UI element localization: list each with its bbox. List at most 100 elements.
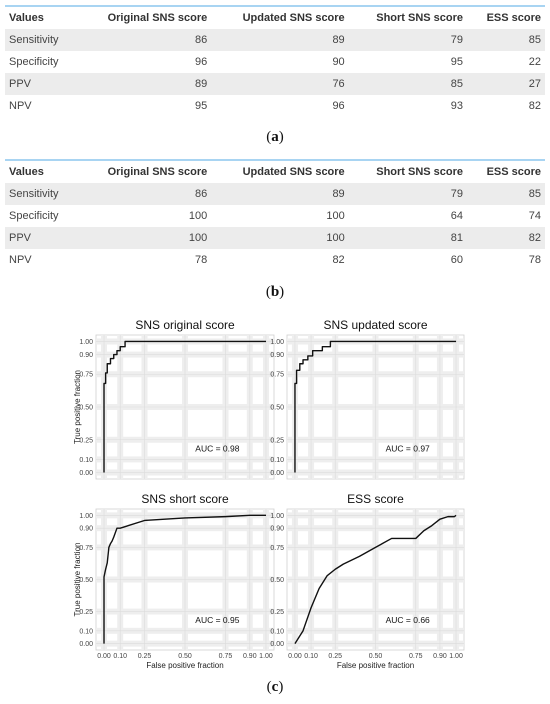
roc-curve [103, 514, 266, 644]
y-tick-label: 0.75 [270, 372, 284, 379]
table-cell: 100 [326, 232, 345, 244]
column-header: ESS score [486, 166, 541, 178]
table-cell: 79 [450, 34, 464, 46]
auc-annotation: AUC = 0.95 [195, 615, 239, 625]
table-cell: 95 [194, 100, 208, 112]
column-header: Short SNS score [376, 12, 464, 24]
y-tick-label: 0.50 [270, 577, 284, 584]
y-tick-label: 0.10 [270, 628, 284, 635]
x-tick-label: 0.50 [178, 653, 192, 660]
table-cell: 60 [450, 254, 464, 266]
caption-a: (a) [266, 129, 284, 145]
caption-c: (c) [266, 679, 284, 695]
column-header: Updated SNS score [242, 166, 345, 178]
x-tick-label: 0.25 [138, 653, 152, 660]
table-body: Sensitivity 86 89 79 85 Specificity 100 100 64 74… [5, 183, 545, 271]
y-tick-label: 0.90 [270, 526, 284, 533]
table-cell: 89 [194, 78, 208, 90]
table-cell: 96 [194, 56, 208, 68]
column-header: Original SNS score [107, 12, 208, 24]
table-row: Specificity 96 90 95 22 [5, 51, 545, 73]
y-tick-label: 0.50 [79, 405, 93, 412]
y-tick-label: 0.75 [79, 372, 93, 379]
y-tick-label: 0.10 [79, 457, 93, 464]
row-label: Specificity [9, 210, 59, 222]
row-label: NPV [9, 254, 32, 266]
table-cell: 86 [194, 34, 208, 46]
x-tick-label: 0.00 [288, 653, 302, 660]
table-cell: 85 [528, 188, 541, 200]
table-cell: 93 [450, 100, 464, 112]
caption-c-letter: c [271, 679, 279, 695]
y-tick-label: 0.75 [79, 545, 93, 552]
table-cell: 86 [194, 188, 208, 200]
roc-curve [294, 514, 457, 645]
panel-title: ESS score [347, 492, 404, 506]
panel-title: SNS short score [141, 492, 229, 506]
table-cell: 85 [450, 78, 464, 90]
y-tick-label: 0.50 [270, 405, 284, 412]
table-row: PPV 100 100 81 82 [5, 227, 545, 249]
x-tick-label: 0.75 [219, 653, 233, 660]
table-cell: 100 [188, 210, 208, 222]
roc-curve [294, 340, 457, 473]
x-tick-label: 0.90 [433, 653, 447, 660]
roc-panel: SNS original score 0.00 0.10 0.25 0.50 0.75 0.… [73, 318, 275, 480]
y-axis-label: True positive fraction [73, 370, 82, 444]
caption-b: (b) [265, 284, 285, 300]
table-row: PPV 89 76 85 27 [5, 73, 545, 95]
x-tick-label: 0.90 [243, 653, 257, 660]
column-header: Short SNS score [376, 166, 464, 178]
x-tick-label: 1.00 [449, 653, 463, 660]
table-cell: 22 [528, 56, 541, 68]
y-tick-label: 1.00 [79, 339, 93, 346]
caption-a-letter: a [271, 129, 279, 145]
table-cell: 27 [528, 78, 541, 90]
roc-panel: SNS short score0.000.100.250.500.750.901… [73, 492, 275, 670]
table-row: NPV 78 82 60 78 [5, 249, 545, 271]
y-tick-label: 0.25 [79, 437, 93, 444]
y-tick-label: 1.00 [270, 339, 284, 346]
table-cell: 79 [450, 188, 464, 200]
row-label: Sensitivity [9, 188, 59, 200]
table-cell: 64 [450, 210, 464, 222]
table-row: NPV 95 96 93 82 [5, 95, 545, 117]
row-label: Sensitivity [9, 34, 59, 46]
roc-panel: SNS updated score 0.00 0.10 0.25 0.50 0.75 0.9… [270, 318, 465, 480]
row-label: Specificity [9, 56, 59, 68]
table-cell: 74 [528, 210, 541, 222]
y-tick-label: 0.00 [79, 641, 93, 648]
y-tick-label: 1.00 [79, 513, 93, 520]
auc-annotation: AUC = 0.98 [195, 444, 239, 454]
y-tick-label: 0.25 [79, 609, 93, 616]
x-tick-label: 0.25 [328, 653, 342, 660]
auc-annotation: AUC = 0.97 [386, 444, 430, 454]
table-cell: 76 [332, 78, 345, 90]
y-tick-label: 0.90 [270, 352, 284, 359]
y-tick-label: 0.25 [270, 609, 284, 616]
x-tick-label: 0.10 [304, 653, 318, 660]
table-row: Sensitivity 86 89 79 85 [5, 183, 545, 205]
x-tick-label: 0.50 [369, 653, 383, 660]
table-cell: 85 [528, 34, 541, 46]
auc-annotation: AUC = 0.66 [386, 615, 430, 625]
table-body: Sensitivity 86 89 79 85 Specificity 96 90 95 22 PP… [5, 29, 545, 117]
x-tick-label: 0.00 [97, 653, 111, 660]
row-label: PPV [9, 78, 32, 90]
y-tick-label: 0.75 [270, 545, 284, 552]
x-tick-label: 0.75 [409, 653, 423, 660]
panel-title: SNS updated score [323, 318, 427, 332]
y-tick-label: 0.10 [270, 457, 284, 464]
y-tick-label: 0.00 [79, 470, 93, 477]
roc-curve [103, 340, 266, 473]
table-cell: 81 [450, 232, 464, 244]
table-cell: 78 [528, 254, 541, 266]
column-header: Values [9, 166, 44, 178]
row-label: PPV [9, 232, 32, 244]
column-header: Values [9, 12, 44, 24]
table-cell: 96 [332, 100, 345, 112]
table-cell: 95 [450, 56, 464, 68]
y-tick-label: 0.25 [270, 437, 284, 444]
column-header: Original SNS score [107, 166, 208, 178]
table-cell: 100 [188, 232, 208, 244]
